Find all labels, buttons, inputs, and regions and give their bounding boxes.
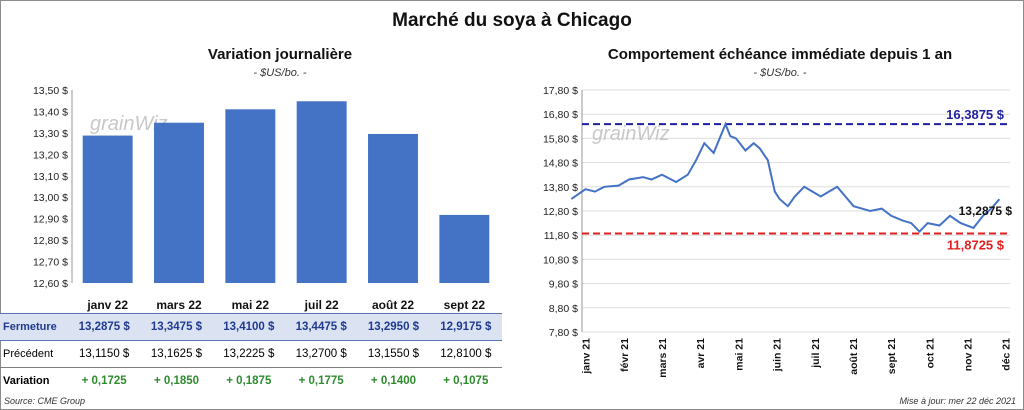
bar-chart: grainWiz 12,60 $ 12,70 $ 12,80 $ 12,90 $ 13,0… <box>33 85 490 312</box>
y-tick-label: 11,80 $ <box>544 230 578 242</box>
table-cell: 13,4100 $ <box>212 313 285 341</box>
y-tick-label: 14,80 $ <box>543 158 578 170</box>
x-tick-label: mars 22 <box>156 298 202 312</box>
bar-chart-units: - $US/bo. - <box>253 67 307 79</box>
row-label: Variation <box>3 375 50 387</box>
line-chart-title: Comportement échéance immédiate depuis 1… <box>607 46 953 63</box>
table-cell: 12,8100 $ <box>429 340 502 368</box>
x-tick-label: avr 21 <box>695 338 707 369</box>
y-tick-label: 13,20 $ <box>33 149 68 161</box>
table-cell: + 0,1400 <box>370 375 417 387</box>
page-title: Marché du soya à Chicago <box>392 10 632 31</box>
y-tick-label: 13,50 $ <box>33 85 68 97</box>
table-cell: 13,2950 $ <box>357 313 430 341</box>
last-price-label: 13,2875 $ <box>959 204 1013 218</box>
table-cell: 13,1625 $ <box>140 340 213 368</box>
bar <box>82 135 133 283</box>
table-cell: 13,1550 $ <box>357 340 430 368</box>
table-cell: + 0,1725 <box>81 375 127 387</box>
x-tick-label: juil 22 <box>304 298 339 312</box>
x-tick-label: mai 21 <box>733 338 745 371</box>
y-tick-label: 15,80 $ <box>543 133 578 145</box>
y-tick-label: 12,80 $ <box>33 235 68 247</box>
y-tick-label: 16,80 $ <box>543 109 578 121</box>
y-tick-label: 7,80 $ <box>549 327 578 339</box>
table-cell: 13,2225 $ <box>212 340 285 368</box>
x-tick-label: août 21 <box>848 338 860 375</box>
y-tick-label: 12,60 $ <box>33 278 68 290</box>
x-tick-label: août 22 <box>372 298 414 312</box>
max-label: 16,3875 $ <box>946 107 1005 122</box>
table-row: Fermeture 13,2875 $13,3475 $13,4100 $13,4… <box>0 313 502 341</box>
x-tick-label: févr 21 <box>619 338 631 372</box>
y-tick-label: 9,80 $ <box>549 279 578 291</box>
bar <box>154 122 204 283</box>
watermark-logo: grainWiz <box>90 113 168 135</box>
table-cell: 13,2875 $ <box>68 313 141 341</box>
watermark-logo: grainWiz <box>592 123 670 145</box>
bar-chart-title: Variation journalière <box>207 46 353 63</box>
table-cell: 13,1150 $ <box>68 340 141 368</box>
y-tick-label: 12,80 $ <box>543 206 578 218</box>
table-row: Précédent 13,1150 $13,1625 $13,2225 $13,2… <box>0 340 502 368</box>
row-label: Fermeture <box>0 313 68 341</box>
x-tick-label: juin 21 <box>772 338 784 372</box>
x-tick-label: mars 21 <box>657 338 669 378</box>
table-cell: 13,2700 $ <box>284 340 358 368</box>
min-label: 11,8725 $ <box>947 237 1005 252</box>
table-row: Variation + 0,1725 + 0,1850 + 0,1875 + 0,177… <box>0 368 502 395</box>
x-tick-label: déc 21 <box>1001 338 1013 371</box>
table-cell: + 0,1875 <box>226 375 272 387</box>
x-tick-label: nov 21 <box>962 338 974 371</box>
bar <box>439 214 490 283</box>
y-tick-label: 10,80 $ <box>543 254 578 266</box>
x-tick-label: sept 21 <box>886 338 898 374</box>
table-cell: 12,9175 $ <box>429 313 502 341</box>
source-note: Source: CME Group <box>4 396 86 406</box>
price-table: Fermeture 13,2875 $13,3475 $13,4100 $13,4… <box>0 313 502 394</box>
y-tick-label: 13,40 $ <box>33 106 68 118</box>
line-chart-units: - $US/bo. - <box>753 67 807 79</box>
y-tick-label: 12,90 $ <box>33 214 68 226</box>
y-tick-label: 13,80 $ <box>543 182 578 194</box>
x-tick-label: juil 21 <box>810 338 822 369</box>
price-line <box>570 121 1001 234</box>
table-cell: 13,3475 $ <box>140 313 213 341</box>
table-cell: + 0,1075 <box>443 375 489 387</box>
line-chart: 7,80 $ 8,80 $ 9,80 $ 10,80 $ 11,80 $ 12,80 $ 1… <box>543 85 1013 378</box>
x-tick-label: janv 22 <box>86 298 128 312</box>
y-tick-label: 17,80 $ <box>543 85 578 97</box>
y-tick-label: 13,30 $ <box>33 128 68 140</box>
update-note: Mise à jour: mer 22 déc 2021 <box>899 396 1016 406</box>
table-cell: 13,4475 $ <box>284 313 358 341</box>
x-tick-label: sept 22 <box>444 298 486 312</box>
bar <box>296 101 347 283</box>
x-tick-label: janv 21 <box>581 338 593 375</box>
y-tick-label: 13,00 $ <box>33 192 68 204</box>
bar <box>225 109 276 283</box>
y-tick-label: 12,70 $ <box>33 257 68 269</box>
y-tick-label: 8,80 $ <box>549 303 578 315</box>
table-cell: + 0,1850 <box>153 375 200 387</box>
row-label: Précédent <box>0 340 68 368</box>
table-cell: + 0,1775 <box>298 375 344 387</box>
bar <box>368 133 418 283</box>
x-tick-label: mai 22 <box>232 298 270 312</box>
y-tick-label: 13,10 $ <box>33 171 68 183</box>
x-tick-label: oct 21 <box>924 338 936 369</box>
